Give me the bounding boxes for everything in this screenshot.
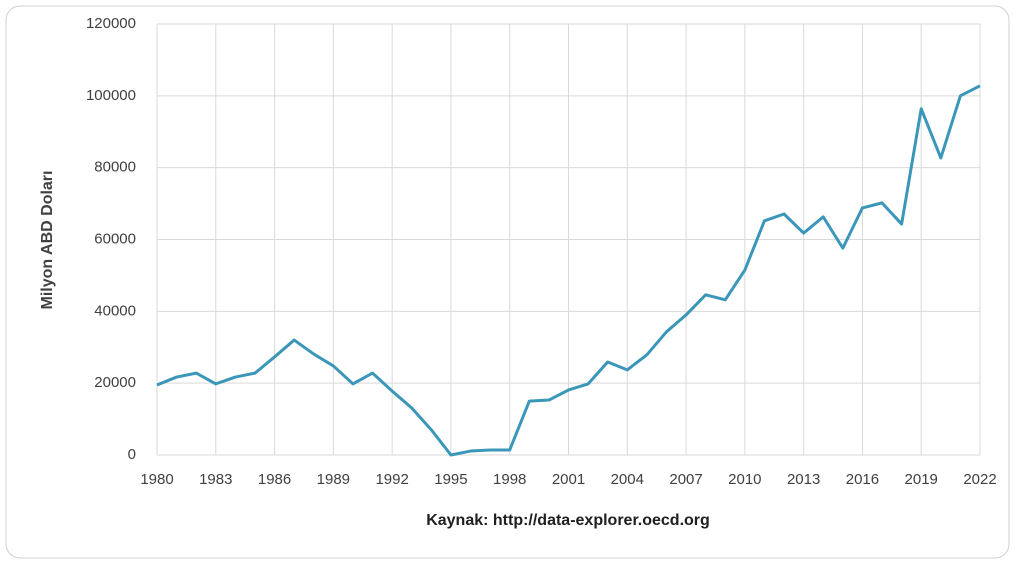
y-tick-label: 60000: [94, 230, 136, 247]
x-tick-label: 2022: [963, 471, 996, 488]
x-tick-label: 2004: [611, 471, 644, 488]
x-tick-label: 2010: [728, 471, 761, 488]
data-line: [156, 84, 981, 457]
x-tick-label: 1989: [317, 471, 350, 488]
x-axis-label: Kaynak: http://data-explorer.oecd.org: [426, 512, 710, 529]
x-tick-label: 2019: [905, 471, 938, 488]
x-tick-label: 2001: [552, 471, 585, 488]
x-tick-label: 2013: [787, 471, 820, 488]
y-tick-label: 20000: [94, 374, 136, 391]
x-tick-label: 2016: [846, 471, 879, 488]
x-tick-label: 1986: [258, 471, 291, 488]
x-tick-label: 2007: [669, 471, 702, 488]
y-tick-label: 40000: [94, 302, 136, 319]
x-tick-label: 1983: [199, 471, 232, 488]
y-tick-label: 0: [128, 446, 136, 463]
y-tick-label: 80000: [94, 159, 136, 176]
x-tick-label: 1998: [493, 471, 526, 488]
chart-frame: [5, 5, 1010, 559]
y-tick-label: 120000: [86, 15, 136, 32]
x-tick-label: 1980: [140, 471, 173, 488]
y-axis-label: Milyon ABD Doları: [39, 171, 56, 310]
x-tick-label: 1995: [434, 471, 467, 488]
x-tick-label: 1992: [375, 471, 408, 488]
y-tick-label: 100000: [86, 87, 136, 104]
